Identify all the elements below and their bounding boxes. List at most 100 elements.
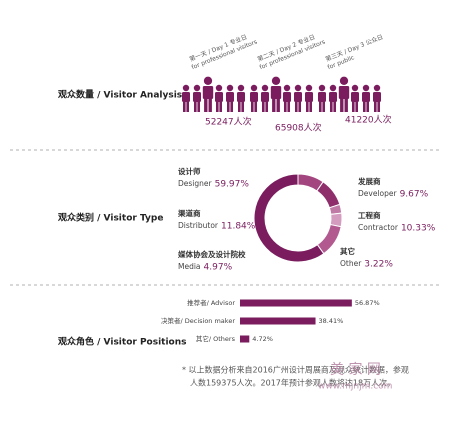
person-leg [374, 101, 377, 112]
section-title: 观众类别 / Visitor Type [58, 212, 163, 224]
person-group [318, 76, 381, 112]
category-en: Media [178, 262, 201, 271]
footnote: * 以上数据分析来自2016广州设计周展商及观众统计数据，参观 [182, 365, 409, 375]
person-body [283, 92, 291, 102]
person-leg [216, 101, 219, 112]
category-label: 决策者/ Decision maker [161, 316, 235, 325]
person-leg [194, 101, 197, 112]
person-head [193, 84, 201, 92]
category-cn: 工程商 [358, 210, 381, 220]
person-body [193, 92, 201, 102]
person-group [250, 76, 313, 112]
category-en: Contractor [358, 223, 399, 232]
value-label: 56.87% [355, 299, 380, 307]
category-cn: 发展商 [357, 176, 381, 186]
person-leg [251, 101, 254, 112]
value-label: 11.84% [221, 222, 256, 232]
person-leg [241, 101, 244, 112]
person-leg [306, 101, 309, 112]
person-leg [265, 101, 268, 112]
person-leg [344, 97, 348, 112]
person-group [182, 76, 245, 112]
value-label: 41220人次 [345, 114, 392, 126]
bar [240, 299, 352, 307]
donut-segment [253, 173, 325, 263]
person-leg [366, 101, 369, 112]
category-en: Other [340, 259, 362, 268]
person-leg [340, 97, 344, 112]
category-cn: 渠道商 [177, 208, 201, 218]
person-leg [319, 101, 322, 112]
category-label: 推荐者/ Advisor [187, 298, 235, 307]
person-head [373, 84, 381, 92]
person-leg [254, 101, 257, 112]
person-leg [204, 97, 208, 112]
person-body [202, 86, 214, 99]
person-body [318, 92, 326, 102]
person-leg [333, 101, 336, 112]
person-head [250, 84, 258, 92]
value-label: 65908人次 [275, 122, 322, 134]
value-label: 59.97% [215, 180, 250, 190]
person-leg [272, 97, 276, 112]
category-en: Designer [178, 179, 213, 188]
person-body [294, 92, 302, 102]
person-head [203, 76, 213, 85]
person-leg [309, 101, 312, 112]
person-leg [363, 101, 366, 112]
person-head [329, 84, 337, 92]
person-head [261, 84, 269, 92]
person-body [237, 92, 245, 102]
watermark-url: www.mjnjm.com [318, 382, 392, 392]
person-body [305, 92, 313, 102]
person-leg [262, 101, 265, 112]
person-body [329, 92, 337, 102]
person-body [270, 86, 282, 99]
person-body [215, 92, 223, 102]
category-label: 其它/ Others [196, 334, 236, 343]
person-leg [238, 101, 241, 112]
person-leg [377, 101, 380, 112]
person-body [182, 92, 190, 102]
value-label: 4.97% [204, 263, 233, 273]
footnote: 人数159375人次。2017年预计参观人数将达18万人次。 [190, 378, 395, 388]
person-head [339, 76, 349, 85]
person-body [362, 92, 370, 102]
person-leg [330, 101, 333, 112]
category-en: Developer [358, 189, 397, 198]
person-body [261, 92, 269, 102]
person-leg [183, 101, 186, 112]
person-head [237, 84, 245, 92]
person-head [226, 84, 234, 92]
person-leg [230, 101, 233, 112]
person-head [215, 84, 223, 92]
person-head [283, 84, 291, 92]
person-leg [295, 101, 298, 112]
person-leg [287, 101, 290, 112]
watermark: 美 家 网 [330, 361, 381, 378]
person-leg [197, 101, 200, 112]
person-leg [186, 101, 189, 112]
value-label: 4.72% [252, 335, 273, 343]
person-head [294, 84, 302, 92]
person-body [226, 92, 234, 102]
value-label: 3.22% [364, 260, 393, 270]
category-cn: 其它 [340, 246, 355, 256]
person-head [182, 84, 190, 92]
person-leg [219, 101, 222, 112]
person-leg [355, 101, 358, 112]
donut-segment [316, 181, 341, 209]
value-label: 52247人次 [205, 116, 252, 128]
category-en: Distributor [178, 221, 219, 230]
person-leg [352, 101, 355, 112]
value-label: 9.67% [400, 190, 429, 200]
person-body [373, 92, 381, 102]
person-leg [298, 101, 301, 112]
value-label: 38.41% [319, 317, 344, 325]
person-body [351, 92, 359, 102]
person-body [338, 86, 350, 99]
person-leg [284, 101, 287, 112]
section-title: 观众角色 / Visitor Positions [58, 336, 187, 348]
person-head [318, 84, 326, 92]
